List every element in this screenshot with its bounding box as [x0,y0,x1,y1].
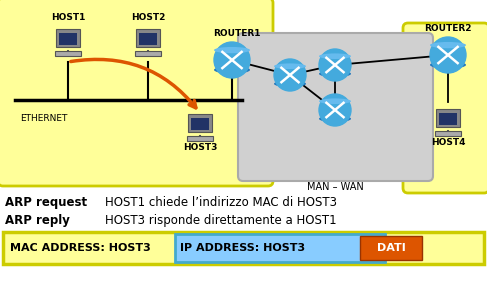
Text: MAN – WAN: MAN – WAN [307,182,364,192]
FancyBboxPatch shape [175,234,385,262]
Text: ROUTER2: ROUTER2 [424,24,472,33]
Text: ARP reply: ARP reply [5,214,70,227]
Text: HOST2: HOST2 [131,13,165,22]
Text: MAC ADDRESS: HOST3: MAC ADDRESS: HOST3 [10,243,151,253]
FancyBboxPatch shape [439,113,457,125]
FancyBboxPatch shape [436,109,460,127]
FancyBboxPatch shape [188,114,212,132]
FancyBboxPatch shape [403,23,487,193]
FancyBboxPatch shape [435,131,461,136]
FancyBboxPatch shape [56,29,80,47]
Ellipse shape [319,115,351,122]
Text: ARP request: ARP request [5,196,87,209]
Circle shape [274,59,306,91]
Text: ETHERNET: ETHERNET [20,114,67,123]
FancyBboxPatch shape [187,136,213,141]
Ellipse shape [319,53,351,59]
FancyArrowPatch shape [71,59,196,108]
Ellipse shape [430,42,466,48]
Text: HOST4: HOST4 [431,138,465,147]
Ellipse shape [274,80,306,87]
Text: DATI: DATI [376,243,405,253]
Circle shape [214,42,250,78]
Circle shape [319,94,351,126]
FancyBboxPatch shape [58,33,77,45]
FancyBboxPatch shape [3,232,484,264]
Ellipse shape [319,70,351,77]
FancyBboxPatch shape [135,51,161,56]
Ellipse shape [430,61,466,69]
FancyBboxPatch shape [138,33,157,45]
Ellipse shape [274,63,306,69]
Circle shape [430,37,466,73]
Ellipse shape [214,66,250,74]
Text: HOST1 chiede l’indirizzo MAC di HOST3: HOST1 chiede l’indirizzo MAC di HOST3 [105,196,337,209]
Circle shape [319,49,351,81]
Text: IP ADDRESS: HOST3: IP ADDRESS: HOST3 [180,243,305,253]
FancyBboxPatch shape [190,118,209,131]
Text: HOST3: HOST3 [183,143,217,152]
Text: ROUTER1: ROUTER1 [213,29,261,38]
Text: HOST1: HOST1 [51,13,85,22]
FancyBboxPatch shape [0,0,273,186]
FancyBboxPatch shape [360,236,422,260]
FancyBboxPatch shape [56,51,81,56]
Text: HOST3 risponde direttamente a HOST1: HOST3 risponde direttamente a HOST1 [105,214,337,227]
FancyBboxPatch shape [238,33,433,181]
Ellipse shape [214,47,250,53]
FancyBboxPatch shape [136,29,160,47]
Ellipse shape [319,98,351,104]
